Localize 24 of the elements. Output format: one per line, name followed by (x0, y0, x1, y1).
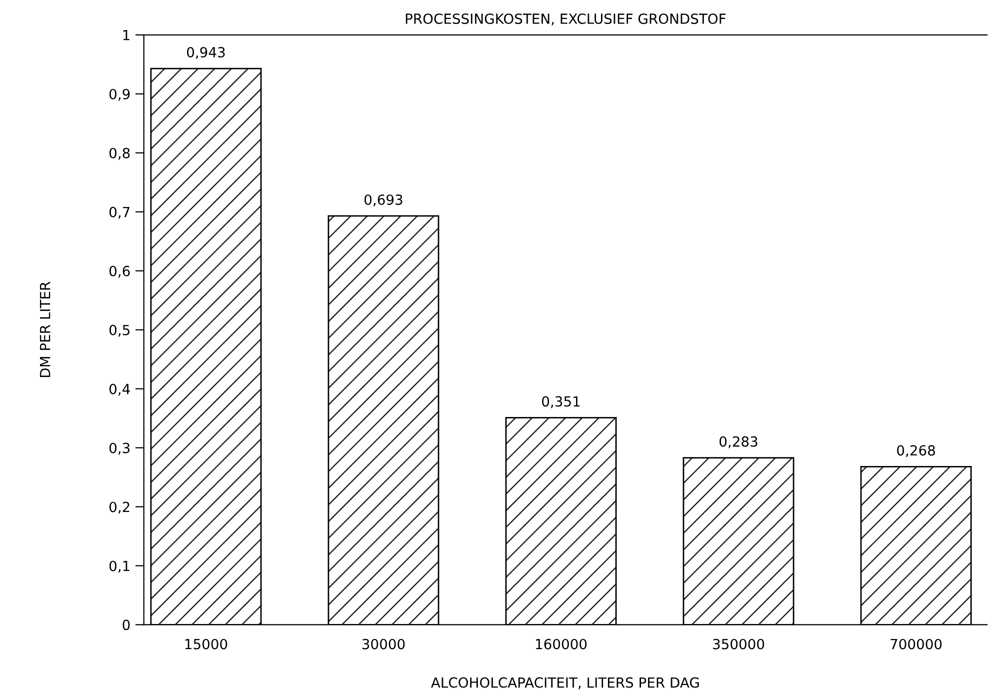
chart-title: PROCESSINGKOSTEN, EXCLUSIEF GRONDSTOF (406, 13, 726, 26)
data-label: 0,268 (897, 445, 935, 458)
y-tick-label: 0,7 (109, 206, 130, 219)
data-label: 0,943 (187, 46, 225, 59)
y-tick-label: 0,6 (109, 266, 130, 278)
y-axis-title: DM PER LITER (40, 282, 50, 377)
x-tick-label: 160000 (536, 638, 587, 650)
y-tick-label: 0,5 (109, 324, 130, 337)
x-tick-label: 350000 (713, 638, 764, 650)
data-label: 0,693 (364, 194, 402, 206)
data-label: 0,351 (542, 396, 580, 408)
data-label: 0,283 (720, 436, 758, 448)
y-tick-label: 0,9 (109, 88, 130, 101)
x-tick-label: 700000 (890, 638, 942, 650)
y-tick-label: 0,4 (109, 384, 130, 396)
x-axis-title: ALCOHOLCAPACITEIT, LITERS PER DAG (431, 677, 699, 690)
y-tick-label: 0,3 (109, 442, 130, 455)
y-tick-label: 0,1 (109, 560, 130, 573)
y-tick-label: 0,2 (109, 502, 130, 514)
y-tick-label: 1 (123, 30, 130, 40)
y-tick-label: 0,8 (109, 148, 130, 160)
y-tick-label: 0 (122, 620, 130, 630)
x-tick-label: 30000 (362, 638, 405, 650)
x-tick-label: 15000 (185, 638, 228, 650)
